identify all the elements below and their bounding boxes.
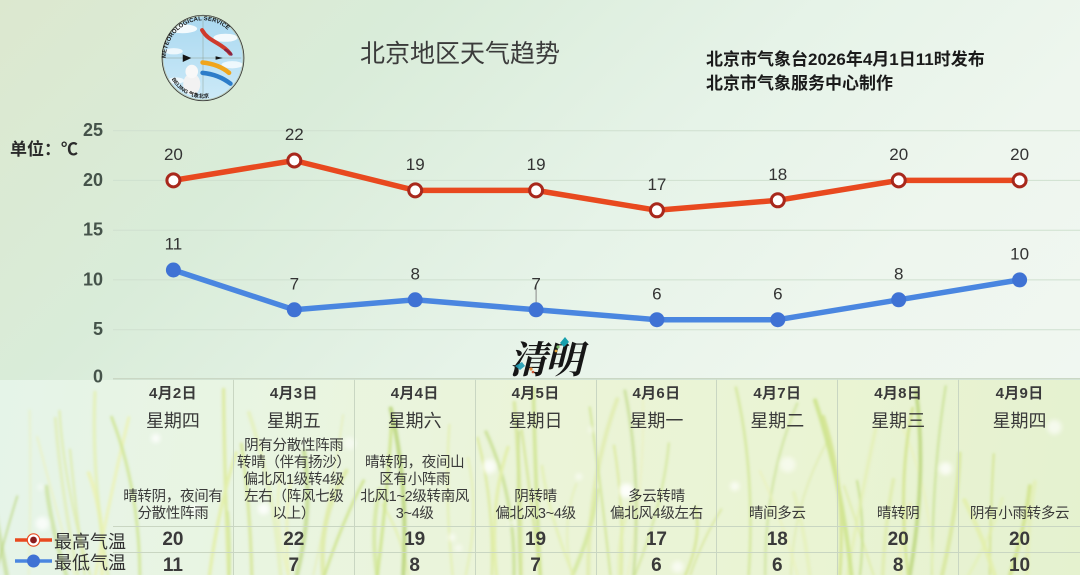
svg-text:22: 22 (285, 125, 304, 144)
svg-text:18: 18 (768, 165, 787, 184)
svg-text:6: 6 (652, 284, 661, 303)
svg-text:8: 8 (410, 264, 419, 283)
svg-text:17: 17 (647, 175, 666, 194)
svg-text:10: 10 (1010, 245, 1029, 264)
svg-text:7: 7 (531, 274, 540, 293)
svg-text:5: 5 (93, 319, 103, 339)
svg-text:20: 20 (889, 145, 908, 164)
svg-text:19: 19 (406, 155, 425, 174)
svg-text:11: 11 (165, 235, 183, 254)
svg-text:7: 7 (290, 274, 299, 293)
svg-text:6: 6 (773, 284, 782, 303)
svg-text:8: 8 (894, 264, 903, 283)
svg-text:20: 20 (83, 170, 103, 190)
svg-text:15: 15 (83, 220, 103, 240)
svg-text:25: 25 (83, 120, 103, 140)
svg-text:0: 0 (93, 367, 103, 387)
svg-text:20: 20 (164, 145, 183, 164)
svg-text:20: 20 (1010, 145, 1029, 164)
svg-text:19: 19 (527, 155, 546, 174)
svg-text:10: 10 (83, 269, 103, 289)
